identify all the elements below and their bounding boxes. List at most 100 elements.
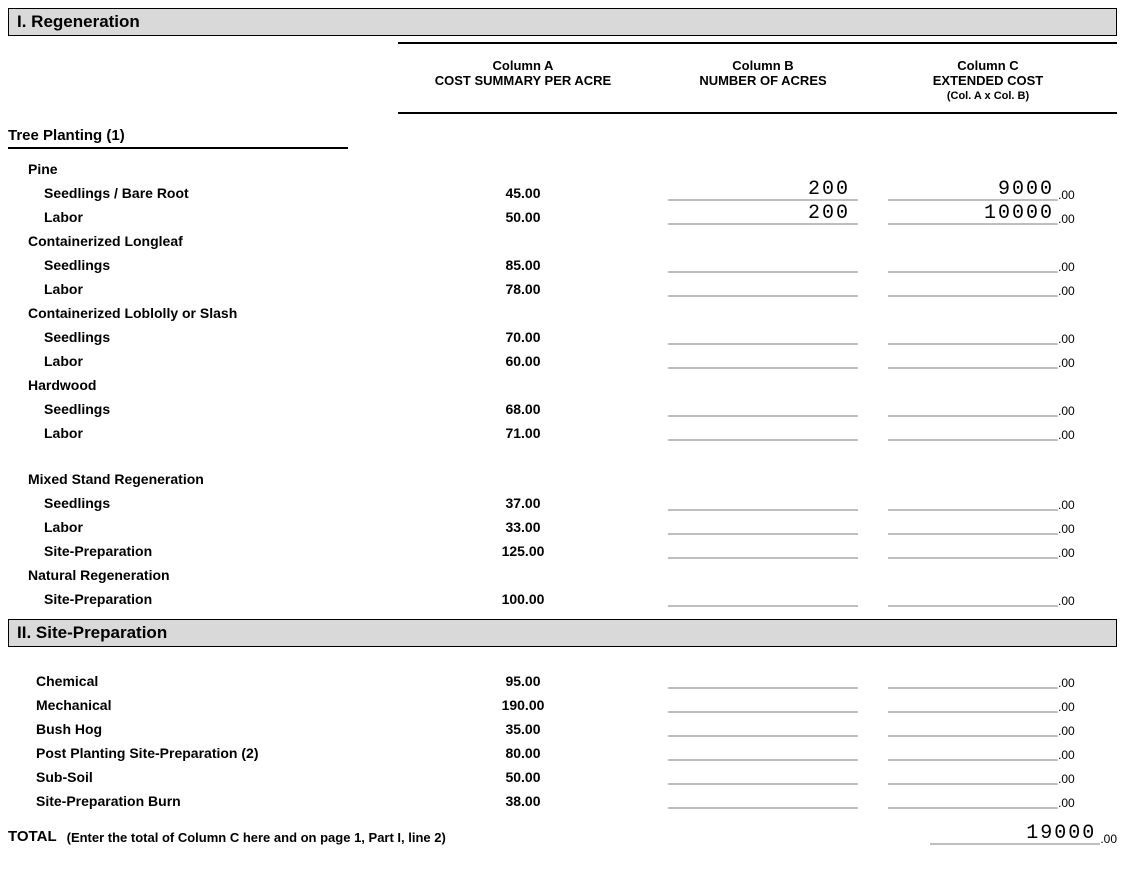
total-note: (Enter the total of Column C here and on…: [67, 830, 897, 845]
column-headers: Column A COST SUMMARY PER ACRE Column B …: [398, 42, 1117, 114]
hardwood-labor-label: Labor: [8, 425, 398, 441]
mixed-seedlings-colB[interactable]: [668, 489, 858, 511]
longleaf-seedlings-colC[interactable]: [888, 251, 1058, 273]
mixed-siteprep-colC[interactable]: [888, 537, 1058, 559]
bushhog-colC[interactable]: [888, 715, 1058, 737]
col-c-header: Column C EXTENDED COST (Col. A x Col. B): [878, 44, 1098, 112]
longleaf-labor-label: Labor: [8, 281, 398, 297]
pine-labor-colA: 50.00: [398, 209, 648, 225]
subsoil-colC[interactable]: [888, 763, 1058, 785]
cents: .00: [1058, 499, 1075, 511]
loblolly-seedlings-colC[interactable]: [888, 323, 1058, 345]
hardwood-labor-colA: 71.00: [398, 425, 648, 441]
cents: .00: [1058, 261, 1075, 273]
mixed-siteprep-colB[interactable]: [668, 537, 858, 559]
loblolly-labor-colC[interactable]: [888, 347, 1058, 369]
loblolly-labor-colA: 60.00: [398, 353, 648, 369]
hardwood-seedlings-colB[interactable]: [668, 395, 858, 417]
cents: .00: [1100, 833, 1117, 845]
cents: .00: [1058, 429, 1075, 441]
loblolly-seedlings-label: Seedlings: [8, 329, 398, 345]
col-a-line1: Column A: [402, 58, 644, 73]
cents: .00: [1058, 797, 1075, 809]
cat-longleaf: Containerized Longleaf: [8, 233, 398, 249]
row-bushhog: Bush Hog 35.00 .00: [8, 713, 1117, 737]
col-c-sub: (Col. A x Col. B): [882, 90, 1094, 102]
mixed-seedlings-colC[interactable]: [888, 489, 1058, 511]
mixed-siteprep-label: Site-Preparation: [8, 543, 398, 559]
postplant-label: Post Planting Site-Preparation (2): [8, 745, 398, 761]
hardwood-seedlings-colC[interactable]: [888, 395, 1058, 417]
burn-colA: 38.00: [398, 793, 648, 809]
pine-seedlings-colB[interactable]: 200: [668, 179, 858, 201]
chemical-colA: 95.00: [398, 673, 648, 689]
cat-loblolly: Containerized Loblolly or Slash: [8, 305, 398, 321]
natural-siteprep-colC[interactable]: [888, 585, 1058, 607]
row-mechanical: Mechanical 190.00 .00: [8, 689, 1117, 713]
cents: .00: [1058, 357, 1075, 369]
longleaf-seedlings-colB[interactable]: [668, 251, 858, 273]
cat-pine: Pine: [8, 161, 398, 177]
cents: .00: [1058, 333, 1075, 345]
cents: .00: [1058, 725, 1075, 737]
chemical-label: Chemical: [8, 673, 398, 689]
hardwood-seedlings-colA: 68.00: [398, 401, 648, 417]
hardwood-labor-colC[interactable]: [888, 419, 1058, 441]
subsoil-label: Sub-Soil: [8, 769, 398, 785]
section-2-header: II. Site-Preparation: [8, 619, 1117, 647]
mechanical-colB[interactable]: [668, 691, 858, 713]
pine-labor-colC[interactable]: 10000: [888, 203, 1058, 225]
cat-mixed: Mixed Stand Regeneration: [8, 471, 398, 487]
burn-label: Site-Preparation Burn: [8, 793, 398, 809]
mixed-seedlings-label: Seedlings: [8, 495, 398, 511]
mixed-labor-colB[interactable]: [668, 513, 858, 535]
cents: .00: [1058, 523, 1075, 535]
burn-colB[interactable]: [668, 787, 858, 809]
hardwood-labor-colB[interactable]: [668, 419, 858, 441]
mechanical-colC[interactable]: [888, 691, 1058, 713]
total-row: TOTAL (Enter the total of Column C here …: [8, 823, 1117, 845]
bushhog-label: Bush Hog: [8, 721, 398, 737]
postplant-colB[interactable]: [668, 739, 858, 761]
postplant-colC[interactable]: [888, 739, 1058, 761]
section-1-header: I. Regeneration: [8, 8, 1117, 36]
col-a-line2: COST SUMMARY PER ACRE: [402, 73, 644, 88]
subsoil-colA: 50.00: [398, 769, 648, 785]
row-burn: Site-Preparation Burn 38.00 .00: [8, 785, 1117, 809]
pine-labor-label: Labor: [8, 209, 398, 225]
tree-planting-heading: Tree Planting (1): [8, 124, 348, 149]
longleaf-seedlings-label: Seedlings: [8, 257, 398, 273]
subsoil-colB[interactable]: [668, 763, 858, 785]
cents: .00: [1058, 189, 1075, 201]
bushhog-colA: 35.00: [398, 721, 648, 737]
cents: .00: [1058, 677, 1075, 689]
total-value[interactable]: 19000: [930, 823, 1100, 845]
col-c-line2: EXTENDED COST: [882, 73, 1094, 88]
longleaf-labor-colB[interactable]: [668, 275, 858, 297]
natural-siteprep-colB[interactable]: [668, 585, 858, 607]
cat-natural: Natural Regeneration: [8, 567, 398, 583]
bushhog-colB[interactable]: [668, 715, 858, 737]
longleaf-labor-colC[interactable]: [888, 275, 1058, 297]
row-hardwood-labor: Labor 71.00 .00: [8, 417, 1117, 441]
row-chemical: Chemical 95.00 .00: [8, 665, 1117, 689]
chemical-colC[interactable]: [888, 667, 1058, 689]
mixed-siteprep-colA: 125.00: [398, 543, 648, 559]
row-mixed-seedlings: Seedlings 37.00 .00: [8, 487, 1117, 511]
burn-colC[interactable]: [888, 787, 1058, 809]
pine-seedlings-colC[interactable]: 9000: [888, 179, 1058, 201]
row-longleaf-seedlings: Seedlings 85.00 .00: [8, 249, 1117, 273]
cents: .00: [1058, 405, 1075, 417]
loblolly-seedlings-colB[interactable]: [668, 323, 858, 345]
row-mixed-labor: Labor 33.00 .00: [8, 511, 1117, 535]
pine-labor-colB[interactable]: 200: [668, 203, 858, 225]
loblolly-seedlings-colA: 70.00: [398, 329, 648, 345]
row-loblolly-labor: Labor 60.00 .00: [8, 345, 1117, 369]
row-hardwood-seedlings: Seedlings 68.00 .00: [8, 393, 1117, 417]
chemical-colB[interactable]: [668, 667, 858, 689]
mixed-labor-colC[interactable]: [888, 513, 1058, 535]
row-pine-labor: Labor 50.00 200 10000.00: [8, 201, 1117, 225]
loblolly-labor-colB[interactable]: [668, 347, 858, 369]
postplant-colA: 80.00: [398, 745, 648, 761]
hardwood-seedlings-label: Seedlings: [8, 401, 398, 417]
